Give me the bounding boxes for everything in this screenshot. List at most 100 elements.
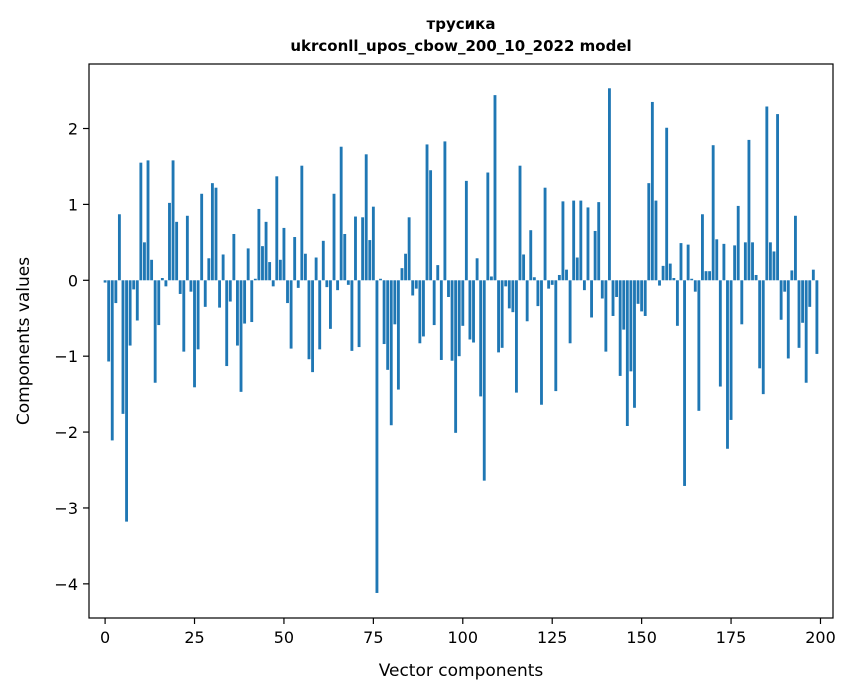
- bar: [236, 280, 239, 346]
- bar: [210, 183, 214, 281]
- bar: [693, 280, 697, 292]
- bar: [218, 280, 221, 308]
- bar: [135, 280, 139, 321]
- bar: [311, 280, 314, 373]
- bar: [261, 246, 264, 281]
- bar: [422, 280, 425, 337]
- bar: [779, 280, 783, 320]
- bar: [811, 269, 815, 281]
- y-tick-label: 2: [68, 120, 78, 139]
- bar: [661, 265, 665, 281]
- bar: [293, 237, 297, 281]
- bar: [396, 280, 400, 390]
- x-tick-label: 200: [805, 628, 836, 647]
- bar: [146, 160, 150, 281]
- bar: [675, 280, 679, 326]
- bar: [701, 214, 704, 281]
- bar: [754, 274, 758, 281]
- bar: [736, 205, 740, 281]
- x-tick-label: 100: [448, 628, 479, 647]
- bar: [708, 271, 712, 281]
- y-tick-label: −3: [54, 499, 78, 518]
- bar: [200, 193, 204, 281]
- bar: [282, 227, 286, 281]
- bar: [765, 106, 769, 281]
- bar: [711, 145, 715, 281]
- bar: [414, 280, 418, 289]
- bar: [504, 280, 508, 287]
- bar: [382, 280, 386, 345]
- bar: [332, 193, 336, 281]
- bar: [768, 242, 772, 281]
- bar: [389, 280, 393, 426]
- bar: [547, 280, 551, 289]
- bar: [593, 230, 597, 281]
- y-tick-label: −1: [54, 347, 78, 366]
- bar: [110, 280, 114, 441]
- bar: [597, 202, 601, 281]
- bar: [436, 265, 440, 281]
- bar: [128, 280, 132, 346]
- bar: [250, 280, 254, 323]
- bar: [489, 276, 493, 281]
- bar: [529, 230, 533, 281]
- y-axis: −4 −3 −2 −1 0 1 2: [54, 120, 89, 594]
- bar: [776, 114, 779, 281]
- y-axis-label: Components values: [14, 257, 34, 425]
- bar: [790, 270, 794, 281]
- bar: [307, 280, 311, 360]
- chart-title-line-1: трусика: [427, 15, 496, 33]
- bar: [557, 274, 561, 281]
- x-tick-label: 0: [100, 628, 110, 647]
- bar: [493, 95, 497, 281]
- bar: [575, 257, 579, 281]
- bar: [550, 280, 554, 285]
- bar: [540, 280, 543, 405]
- bar: [554, 280, 558, 392]
- bar: [439, 280, 443, 360]
- bar: [432, 280, 436, 326]
- bar: [132, 280, 136, 290]
- x-tick-label: 50: [274, 628, 294, 647]
- bar: [747, 139, 751, 281]
- bar: [196, 280, 200, 350]
- bar: [543, 187, 547, 281]
- bar: [168, 202, 171, 281]
- bar: [715, 239, 719, 281]
- bar: [450, 280, 454, 361]
- bar: [171, 160, 175, 281]
- bar: [629, 280, 633, 372]
- bar: [579, 200, 583, 281]
- bar: [633, 280, 636, 408]
- bar: [536, 280, 540, 307]
- bar: [114, 280, 118, 304]
- bar: [654, 200, 658, 281]
- x-tick-label: 125: [537, 628, 568, 647]
- bars-group: [103, 88, 819, 593]
- bar: [507, 280, 511, 309]
- bar: [175, 221, 179, 281]
- bar: [740, 280, 744, 325]
- bar: [375, 280, 379, 593]
- bar: [160, 278, 164, 281]
- bar: [207, 258, 211, 281]
- bar: [393, 280, 397, 325]
- bar: [182, 280, 186, 352]
- bar: [522, 254, 526, 281]
- bar: [346, 280, 350, 285]
- y-tick-label: 0: [68, 271, 78, 290]
- bar: [718, 280, 722, 387]
- bar: [153, 280, 157, 383]
- bar: [289, 280, 293, 349]
- bar: [157, 280, 161, 326]
- bar: [497, 280, 500, 353]
- bar: [525, 280, 529, 322]
- bar: [296, 280, 300, 288]
- bar: [350, 280, 354, 351]
- bar: [611, 280, 615, 316]
- bar: [704, 271, 708, 281]
- bar: [286, 280, 289, 304]
- bar: [221, 254, 225, 281]
- bar: [640, 280, 644, 312]
